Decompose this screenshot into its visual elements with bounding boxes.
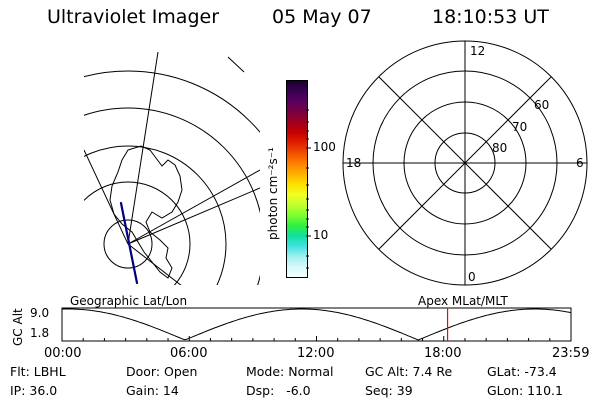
timeline-tick-3: 18:00	[424, 346, 462, 361]
status-mode: Mode: Normal	[246, 364, 334, 379]
timeline-y-max: 9.0	[30, 306, 50, 320]
timeline-tick-0: 00:00	[44, 346, 82, 361]
status-door: Door: Open	[126, 364, 198, 379]
status-filter: Flt: LBHL	[10, 364, 66, 379]
altitude-curve	[61, 308, 572, 341]
polar-ring-80: 80	[492, 141, 508, 155]
date-label: 05 May 07	[272, 6, 372, 28]
status-gc-alt: GC Alt: 7.4 Re	[365, 364, 453, 379]
timeline-tick-4: 23:59	[552, 346, 590, 361]
status-glat: GLat: -73.4	[487, 364, 557, 379]
colorbar-tick-10: 10	[313, 228, 329, 242]
status-ip: IP: 36.0	[10, 383, 58, 398]
polar-label-0: 0	[468, 270, 476, 284]
polar-ring-70: 70	[512, 120, 528, 134]
status-dsp: Dsp: -6.0	[246, 383, 311, 398]
timeline-tick-2: 12:00	[297, 346, 335, 361]
polar-label-6: 6	[576, 156, 584, 170]
status-seq: Seq: 39	[365, 383, 413, 398]
polar-label-12: 12	[470, 44, 486, 58]
colorbar-gradient	[287, 81, 307, 277]
status-gain: Gain: 14	[126, 383, 179, 398]
timeline-left-label: Geographic Lat/Lon	[70, 294, 188, 308]
timeline-right-label: Apex MLat/MLT	[418, 294, 508, 308]
instrument-title: Ultraviolet Imager	[47, 6, 220, 28]
status-glon: GLon: 110.1	[487, 383, 563, 398]
colorbar-tick-100: 100	[313, 140, 336, 154]
polar-ring-60: 60	[534, 98, 550, 112]
timeline-tick-1: 06:00	[170, 346, 208, 361]
timeline-y-min: 1.8	[30, 326, 50, 340]
time-label: 18:10:53 UT	[432, 6, 549, 28]
polar-label-18: 18	[346, 156, 362, 170]
colorbar	[286, 80, 308, 278]
